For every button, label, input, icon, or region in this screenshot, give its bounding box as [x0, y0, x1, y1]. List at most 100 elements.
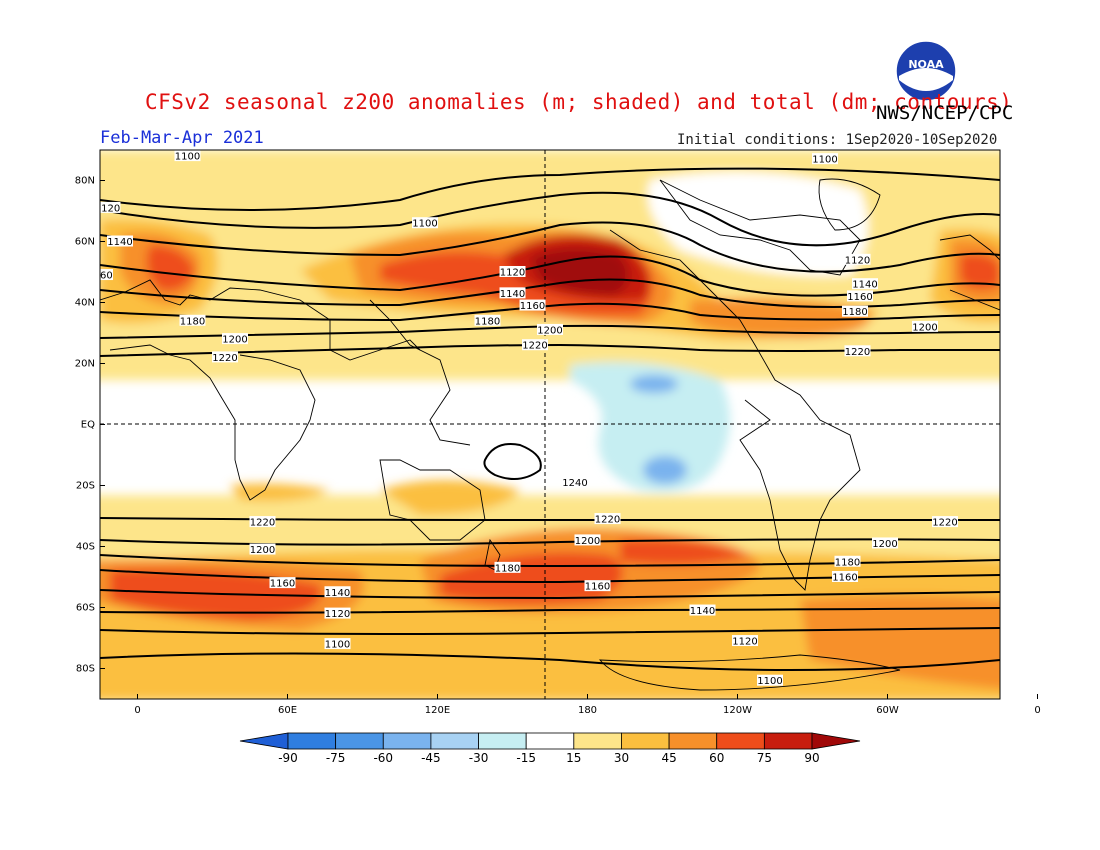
- lat-tick-label: 40S: [76, 542, 95, 553]
- svg-text:1100: 1100: [757, 676, 782, 687]
- contour-label: 1100: [174, 150, 201, 163]
- colorbar-tick-label: 60: [709, 751, 724, 765]
- lon-tick-label: 0: [134, 705, 140, 716]
- svg-text:1200: 1200: [872, 539, 897, 550]
- contour-label: 1200: [872, 537, 898, 550]
- figure-title: CFSv2 seasonal z200 anomalies (m; shaded…: [145, 90, 1013, 114]
- colorbar-tick-label: 45: [661, 751, 676, 765]
- svg-text:1160: 1160: [832, 573, 857, 584]
- noaa-logo: NOAA: [895, 40, 957, 102]
- agency-label: NWS/NCEP/CPC: [876, 102, 1014, 124]
- svg-text:1220: 1220: [250, 518, 275, 529]
- contour-label: 1120: [732, 635, 758, 648]
- lat-tick-label: 20S: [76, 481, 95, 492]
- contour-label: 1160: [847, 290, 873, 303]
- svg-text:1180: 1180: [475, 316, 500, 327]
- svg-text:1240: 1240: [562, 478, 587, 489]
- colorbar-bin: [287, 732, 337, 750]
- season-label: Feb-Mar-Apr 2021: [100, 128, 264, 148]
- lon-tick-label: 0: [1034, 705, 1040, 716]
- contour-label: 1180: [834, 555, 861, 568]
- colorbar-tick-label: -90: [278, 751, 298, 765]
- contour-label: 1220: [932, 516, 958, 529]
- contour-label: 1100: [412, 217, 438, 230]
- colorbar: -90 -75 -60 -45 -30 -15 15 30 45 60 75 90: [239, 732, 861, 765]
- svg-text:1120: 1120: [95, 203, 120, 214]
- contour-label: 1180: [494, 561, 521, 574]
- latitude-axis: 80N 60N 40N 20N EQ 20S 40S 60S 80S: [75, 176, 105, 675]
- contour-label: 1120: [844, 253, 871, 266]
- longitude-axis: 0 60E 120E 180 120W 60W 0: [134, 694, 1041, 716]
- contour-label: 1220: [594, 513, 621, 526]
- contour-label: 1160: [832, 571, 858, 584]
- svg-text:1220: 1220: [932, 518, 957, 529]
- colorbar-tick-label: 90: [804, 751, 819, 765]
- contour-label: 1140: [499, 287, 526, 300]
- svg-text:1180: 1180: [495, 563, 520, 574]
- colorbar-bin: [525, 732, 575, 750]
- lon-tick-label: 60E: [278, 705, 297, 716]
- svg-text:1200: 1200: [250, 545, 275, 556]
- contour-label: 1220: [249, 516, 276, 529]
- contour-label: 1160: [584, 580, 611, 593]
- colorbar-tick-label: -30: [469, 751, 489, 765]
- svg-text:1140: 1140: [500, 289, 525, 300]
- svg-text:1140: 1140: [690, 606, 715, 617]
- contour-label: 1200: [222, 333, 248, 346]
- contour-label: 1200: [249, 543, 276, 556]
- svg-text:1140: 1140: [852, 280, 877, 291]
- svg-text:1180: 1180: [842, 307, 867, 318]
- contour-label: 1160: [100, 269, 113, 282]
- colorbar-tick-label: 15: [566, 751, 581, 765]
- contour-label: 1160: [519, 299, 546, 312]
- svg-text:1160: 1160: [520, 301, 545, 312]
- lat-tick-label: 40N: [75, 298, 95, 309]
- svg-text:1100: 1100: [812, 155, 837, 166]
- lat-tick-label: 60S: [76, 603, 95, 614]
- contour-label: 1140: [852, 278, 878, 291]
- lon-tick-label: 60W: [876, 705, 899, 716]
- contour-label: 1220: [212, 351, 238, 364]
- colorbar-tick-label: -45: [421, 751, 441, 765]
- lat-tick-label: 20N: [75, 359, 95, 370]
- contour-label: 1200: [912, 320, 938, 333]
- svg-text:1220: 1220: [595, 515, 620, 526]
- contour-label: 1160: [269, 577, 296, 590]
- initial-conditions-label: Initial conditions: 1Sep2020-10Sep2020: [677, 132, 998, 148]
- shaded-anomalies: 1100112011401160118012001220110011201140…: [95, 150, 1000, 699]
- colorbar-bin: [668, 732, 718, 750]
- svg-text:1220: 1220: [845, 347, 870, 358]
- lat-tick-label: 80N: [75, 176, 95, 187]
- svg-text:1160: 1160: [847, 292, 872, 303]
- contour-label: 1100: [757, 674, 783, 687]
- contour-label: 1120: [95, 201, 121, 214]
- svg-text:1200: 1200: [222, 335, 247, 346]
- height-contours: [100, 167, 1000, 671]
- svg-text:1120: 1120: [500, 268, 525, 279]
- svg-text:1100: 1100: [325, 640, 350, 651]
- colorbar-low-arrow: [239, 732, 289, 750]
- lat-tick-label: 80S: [76, 664, 95, 675]
- svg-text:1200: 1200: [912, 322, 937, 333]
- contour-label: 1200: [537, 323, 563, 336]
- coastlines: [100, 178, 1000, 691]
- contour-label: 1180: [474, 314, 501, 327]
- svg-text:1100: 1100: [175, 152, 200, 163]
- colorbar-bin: [335, 732, 384, 750]
- svg-text:1160: 1160: [585, 582, 610, 593]
- contour-label: 1100: [812, 153, 838, 166]
- colorbar-tick-label: 30: [614, 751, 629, 765]
- svg-text:1220: 1220: [522, 341, 547, 352]
- svg-text:1100: 1100: [412, 219, 437, 230]
- contour-labels: 1100112011401160118012001220110011201140…: [95, 150, 958, 687]
- svg-text:1140: 1140: [325, 588, 350, 599]
- contour-label: 1240: [562, 476, 588, 489]
- colorbar-tick-label: -75: [326, 751, 346, 765]
- svg-text:1200: 1200: [575, 536, 600, 547]
- contour-label: 1140: [689, 604, 716, 617]
- lon-tick-label: 180: [578, 705, 597, 716]
- colorbar-bin: [573, 732, 622, 750]
- svg-text:1180: 1180: [180, 316, 205, 327]
- colorbar-high-arrow: [811, 732, 861, 750]
